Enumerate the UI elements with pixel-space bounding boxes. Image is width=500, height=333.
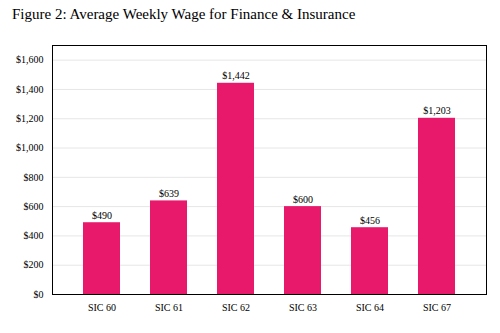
svg-text:$400: $400 xyxy=(24,230,44,241)
svg-text:$600: $600 xyxy=(24,201,44,212)
svg-text:$0: $0 xyxy=(34,289,44,300)
svg-text:SIC 62: SIC 62 xyxy=(222,302,250,313)
svg-text:$600: $600 xyxy=(293,194,313,205)
svg-text:$1,400: $1,400 xyxy=(16,84,44,95)
svg-text:$1,203: $1,203 xyxy=(423,105,451,116)
svg-text:$1,600: $1,600 xyxy=(16,54,44,65)
svg-text:$1,200: $1,200 xyxy=(16,113,44,124)
svg-text:$1,000: $1,000 xyxy=(16,142,44,153)
svg-text:$456: $456 xyxy=(360,215,380,226)
svg-text:$490: $490 xyxy=(92,210,112,221)
svg-text:SIC 60: SIC 60 xyxy=(88,302,116,313)
svg-text:SIC 64: SIC 64 xyxy=(356,302,384,313)
svg-text:SIC 67: SIC 67 xyxy=(423,302,451,313)
svg-text:$1,442: $1,442 xyxy=(222,70,250,81)
svg-text:$200: $200 xyxy=(24,259,44,270)
svg-text:$639: $639 xyxy=(159,188,179,199)
html-text:Figure 2: Average Weekly Wage: Figure 2: Average Weekly Wage for Financ… xyxy=(12,6,356,22)
svg-text:SIC 61: SIC 61 xyxy=(155,302,183,313)
svg-text:$800: $800 xyxy=(24,172,44,183)
svg-text:SIC 63: SIC 63 xyxy=(289,302,317,313)
